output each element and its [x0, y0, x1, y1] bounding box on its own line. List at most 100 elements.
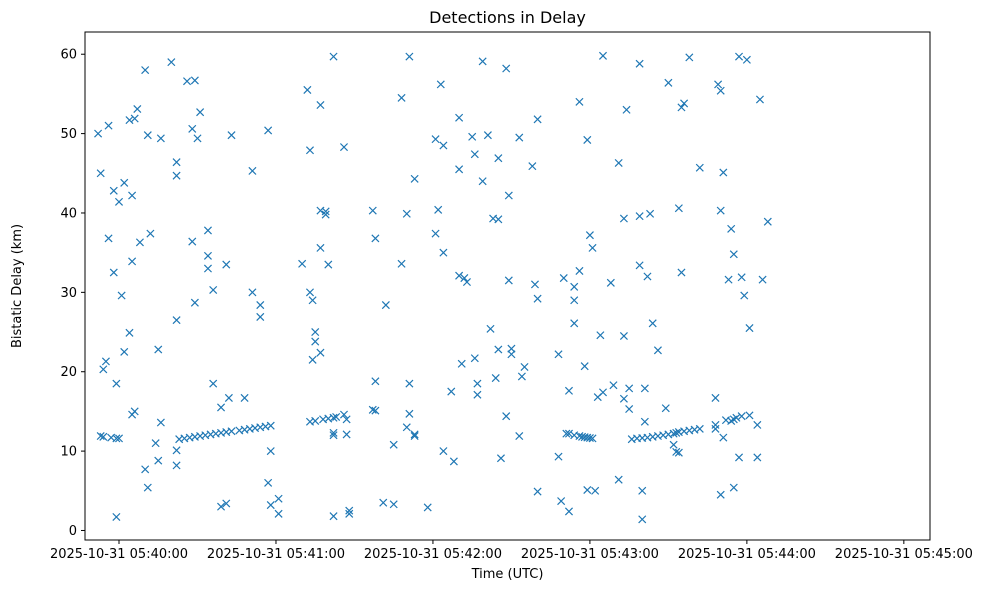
data-point-185 [533, 294, 542, 303]
data-point-81 [248, 288, 257, 297]
data-point-263 [695, 424, 704, 433]
data-point-55 [209, 379, 218, 388]
data-point-37 [125, 116, 134, 125]
data-point-204 [591, 486, 600, 495]
data-point-206 [596, 331, 605, 340]
data-point-195 [570, 296, 579, 305]
data-point-221 [635, 212, 644, 221]
data-point-115 [329, 431, 338, 440]
data-point-133 [402, 423, 411, 432]
data-point-169 [494, 215, 503, 224]
data-point-30 [156, 418, 165, 427]
data-point-207 [598, 388, 608, 397]
data-point-130 [389, 500, 398, 509]
data-point-168 [494, 154, 503, 163]
data-point-211 [614, 158, 623, 167]
data-point-127 [379, 498, 388, 507]
data-point-165 [486, 324, 495, 333]
data-point-39 [130, 114, 139, 123]
data-point-177 [507, 350, 516, 359]
data-point-192 [564, 386, 574, 395]
x-tick-label: 2025-10-31 05:41:00 [207, 547, 345, 562]
data-point-6 [109, 186, 118, 195]
data-point-114 [329, 428, 338, 437]
data-point-1 [96, 169, 105, 178]
data-point-191 [562, 429, 571, 438]
x-tick-label: 2025-10-31 05:42:00 [364, 547, 502, 562]
data-point-267 [714, 80, 723, 89]
y-tick-label: 10 [60, 445, 77, 460]
data-point-149 [447, 387, 456, 396]
data-point-97 [311, 337, 320, 346]
data-point-233 [672, 447, 681, 456]
data-point-144 [434, 205, 443, 214]
data-point-59 [222, 499, 231, 508]
data-point-217 [625, 384, 634, 393]
data-point-2 [99, 365, 108, 374]
data-point-72 [227, 427, 236, 436]
data-point-3 [101, 357, 110, 366]
data-point-43 [117, 291, 126, 300]
data-point-136 [405, 409, 414, 418]
data-point-286 [742, 55, 751, 64]
data-point-85 [264, 126, 273, 135]
data-point-236 [677, 103, 686, 112]
data-point-237 [680, 99, 689, 108]
data-point-48 [190, 298, 199, 307]
data-point-36 [128, 410, 137, 419]
data-point-138 [410, 174, 419, 183]
data-point-225 [640, 384, 649, 393]
data-point-118 [342, 415, 351, 424]
data-point-117 [339, 410, 349, 419]
chart-title: Detections in Delay [429, 8, 586, 27]
data-point-124 [371, 377, 380, 386]
data-point-201 [583, 485, 592, 495]
data-point-52 [203, 251, 212, 260]
data-point-102 [321, 207, 330, 216]
x-tick-label: 2025-10-31 05:45:00 [835, 547, 973, 562]
data-point-98 [316, 348, 325, 357]
data-point-264 [711, 393, 720, 402]
data-point-162 [478, 57, 487, 66]
data-point-280 [732, 413, 741, 422]
y-axis-label: Bistatic Delay (km) [10, 224, 25, 348]
data-point-200 [583, 135, 592, 144]
data-point-216 [619, 394, 628, 403]
y-tick-label: 30 [60, 286, 77, 301]
data-point-193 [564, 507, 574, 516]
data-point-148 [439, 447, 448, 456]
y-tick-label: 50 [60, 127, 77, 142]
data-point-88 [266, 501, 275, 510]
data-point-167 [491, 374, 500, 383]
data-point-17 [143, 131, 152, 140]
data-point-293 [763, 217, 772, 226]
data-point-194 [570, 282, 579, 291]
data-point-197 [575, 97, 584, 106]
data-point-140 [410, 431, 419, 441]
data-point-38 [125, 328, 134, 337]
data-point-184 [533, 115, 542, 124]
data-point-25 [141, 465, 150, 474]
data-point-5 [104, 234, 113, 243]
data-point-219 [635, 59, 644, 68]
data-point-157 [468, 132, 477, 141]
data-point-208 [598, 51, 608, 60]
data-point-234 [674, 204, 683, 213]
data-point-91 [303, 85, 312, 94]
data-point-229 [653, 346, 662, 355]
data-point-150 [449, 457, 458, 466]
data-point-164 [483, 131, 492, 140]
data-point-86 [264, 478, 273, 487]
data-point-170 [494, 345, 503, 354]
data-point-174 [504, 191, 513, 200]
data-point-19 [167, 58, 176, 67]
data-point-92 [305, 146, 315, 155]
data-point-134 [402, 209, 411, 218]
data-point-220 [635, 261, 644, 270]
data-point-35 [128, 257, 137, 266]
data-point-182 [528, 162, 537, 171]
data-point-10 [112, 512, 121, 522]
data-point-12 [99, 432, 108, 441]
data-point-53 [203, 264, 212, 273]
